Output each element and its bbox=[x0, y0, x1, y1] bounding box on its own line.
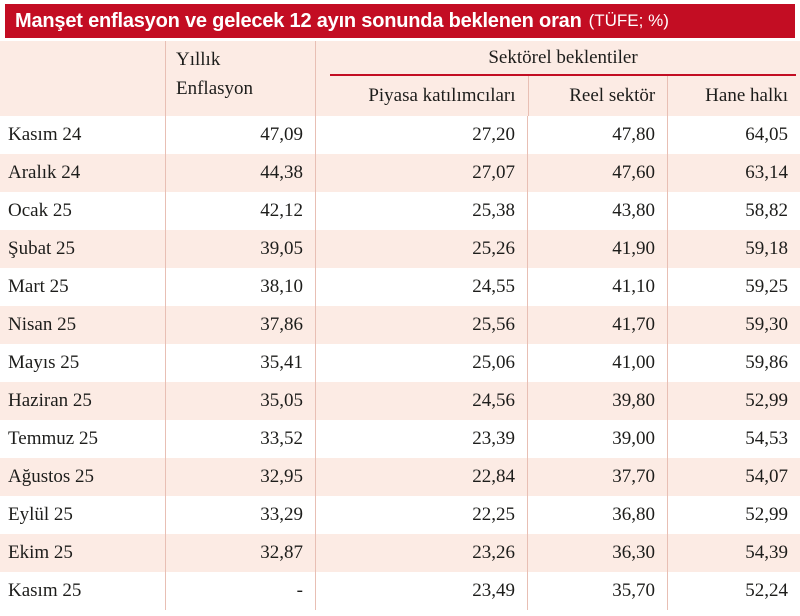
month-cell: Temmuz 25 bbox=[8, 428, 98, 449]
annual-inflation-header-label: Yıllık Enflasyon bbox=[176, 49, 254, 99]
month-cell: Mart 25 bbox=[8, 276, 69, 297]
households-cell: 59,18 bbox=[667, 230, 800, 268]
households-cell: 54,39 bbox=[667, 534, 800, 572]
table-row: Ağustos 25 32,95 22,84 37,70 54,07 bbox=[0, 458, 800, 496]
table-row: Haziran 25 35,05 24,56 39,80 52,99 bbox=[0, 382, 800, 420]
households-cell: 64,05 bbox=[667, 116, 800, 154]
real-sector-cell: 47,60 bbox=[527, 154, 667, 192]
market-participants-cell: 23,39 bbox=[315, 420, 527, 458]
households-header: Hane halkı bbox=[667, 76, 800, 116]
annual-inflation-cell: 35,05 bbox=[165, 382, 315, 420]
annual-inflation-cell: 42,12 bbox=[165, 192, 315, 230]
table-row: Nisan 25 37,86 25,56 41,70 59,30 bbox=[0, 306, 800, 344]
real-sector-cell: 35,70 bbox=[527, 572, 667, 610]
real-sector-cell: 36,80 bbox=[527, 496, 667, 534]
market-participants-cell: 23,49 bbox=[315, 572, 527, 610]
month-cell: Mayıs 25 bbox=[8, 352, 80, 373]
market-participants-cell: 23,26 bbox=[315, 534, 527, 572]
table-header: Yıllık Enflasyon Sektörel beklentiler Pi… bbox=[0, 41, 800, 116]
market-participants-cell: 25,38 bbox=[315, 192, 527, 230]
real-sector-cell: 39,80 bbox=[527, 382, 667, 420]
table-row: Kasım 25 -23,49 35,70 52,24 bbox=[0, 572, 800, 610]
households-cell: 54,53 bbox=[667, 420, 800, 458]
month-cell: Eylül 25 bbox=[8, 504, 73, 525]
table-body: Kasım 24 47,09 27,20 47,80 64,05 Aralık 24 44,… bbox=[0, 116, 800, 610]
annual-inflation-cell: 37,86 bbox=[165, 306, 315, 344]
annual-inflation-cell: 44,38 bbox=[165, 154, 315, 192]
real-sector-cell: 41,70 bbox=[527, 306, 667, 344]
real-sector-cell: 41,90 bbox=[527, 230, 667, 268]
annual-inflation-cell: 47,09 bbox=[165, 116, 315, 154]
market-participants-cell: 27,07 bbox=[315, 154, 527, 192]
market-participants-cell: 25,06 bbox=[315, 344, 527, 382]
annual-inflation-cell: - bbox=[165, 572, 315, 610]
annual-inflation-cell: 35,41 bbox=[165, 344, 315, 382]
market-participants-cell: 22,84 bbox=[315, 458, 527, 496]
annual-inflation-header: Yıllık Enflasyon bbox=[165, 41, 315, 116]
annual-inflation-cell: 32,87 bbox=[165, 534, 315, 572]
households-cell: 52,99 bbox=[667, 496, 800, 534]
annual-inflation-cell: 39,05 bbox=[165, 230, 315, 268]
sector-expectations-group-header: Sektörel beklentiler bbox=[330, 41, 796, 76]
households-cell: 59,30 bbox=[667, 306, 800, 344]
households-cell: 52,24 bbox=[667, 572, 800, 610]
month-cell: Ağustos 25 bbox=[8, 466, 95, 487]
sector-subheader-row: Piyasa katılımcıları Reel sektör Hane ha… bbox=[316, 76, 800, 116]
market-participants-cell: 25,26 bbox=[315, 230, 527, 268]
real-sector-header: Reel sektör bbox=[527, 76, 668, 116]
month-cell: Ekim 25 bbox=[8, 542, 73, 563]
market-participants-header: Piyasa katılımcıları bbox=[368, 85, 516, 106]
real-sector-cell: 39,00 bbox=[527, 420, 667, 458]
households-cell: 63,14 bbox=[667, 154, 800, 192]
table-row: Temmuz 25 33,52 23,39 39,00 54,53 bbox=[0, 420, 800, 458]
households-cell: 59,86 bbox=[667, 344, 800, 382]
table-row: Mayıs 25 35,41 25,06 41,00 59,86 bbox=[0, 344, 800, 382]
month-cell: Kasım 24 bbox=[8, 124, 82, 145]
real-sector-cell: 36,30 bbox=[527, 534, 667, 572]
annual-inflation-cell: 38,10 bbox=[165, 268, 315, 306]
real-sector-cell: 47,80 bbox=[527, 116, 667, 154]
page-title-unit: (TÜFE; %) bbox=[588, 11, 669, 30]
households-cell: 54,07 bbox=[667, 458, 800, 496]
month-cell: Şubat 25 bbox=[8, 238, 76, 259]
table-row: Ocak 25 42,12 25,38 43,80 58,82 bbox=[0, 192, 800, 230]
households-cell: 59,25 bbox=[667, 268, 800, 306]
table-row: Aralık 24 44,38 27,07 47,60 63,14 bbox=[0, 154, 800, 192]
market-participants-cell: 24,56 bbox=[315, 382, 527, 420]
real-sector-cell: 41,00 bbox=[527, 344, 667, 382]
households-cell: 52,99 bbox=[667, 382, 800, 420]
market-participants-cell: 22,25 bbox=[315, 496, 527, 534]
annual-inflation-cell: 32,95 bbox=[165, 458, 315, 496]
annual-inflation-cell: 33,52 bbox=[165, 420, 315, 458]
households-cell: 58,82 bbox=[667, 192, 800, 230]
title-banner: Manşet enflasyon ve gelecek 12 ayın sonu… bbox=[5, 4, 795, 38]
sector-expectations-group: Sektörel beklentiler Piyasa katılımcılar… bbox=[315, 41, 800, 116]
page-title: Manşet enflasyon ve gelecek 12 ayın sonu… bbox=[15, 9, 582, 32]
month-cell: Ocak 25 bbox=[8, 200, 72, 221]
month-cell: Nisan 25 bbox=[8, 314, 77, 335]
annual-inflation-cell: 33,29 bbox=[165, 496, 315, 534]
table-row: Şubat 25 39,05 25,26 41,90 59,18 bbox=[0, 230, 800, 268]
market-participants-cell: 27,20 bbox=[315, 116, 527, 154]
table-row: Eylül 25 33,29 22,25 36,80 52,99 bbox=[0, 496, 800, 534]
market-participants-cell: 25,56 bbox=[315, 306, 527, 344]
real-sector-cell: 37,70 bbox=[527, 458, 667, 496]
inflation-table-page: Manşet enflasyon ve gelecek 12 ayın sonu… bbox=[0, 4, 800, 616]
market-participants-cell: 24,55 bbox=[315, 268, 527, 306]
real-sector-cell: 43,80 bbox=[527, 192, 667, 230]
month-cell: Aralık 24 bbox=[8, 162, 81, 183]
table-row: Kasım 24 47,09 27,20 47,80 64,05 bbox=[0, 116, 800, 154]
month-cell: Haziran 25 bbox=[8, 390, 92, 411]
real-sector-cell: 41,10 bbox=[527, 268, 667, 306]
table-row: Mart 25 38,10 24,55 41,10 59,25 bbox=[0, 268, 800, 306]
table-row: Ekim 25 32,87 23,26 36,30 54,39 bbox=[0, 534, 800, 572]
month-cell: Kasım 25 bbox=[8, 580, 82, 601]
month-column-spacer bbox=[0, 41, 165, 116]
